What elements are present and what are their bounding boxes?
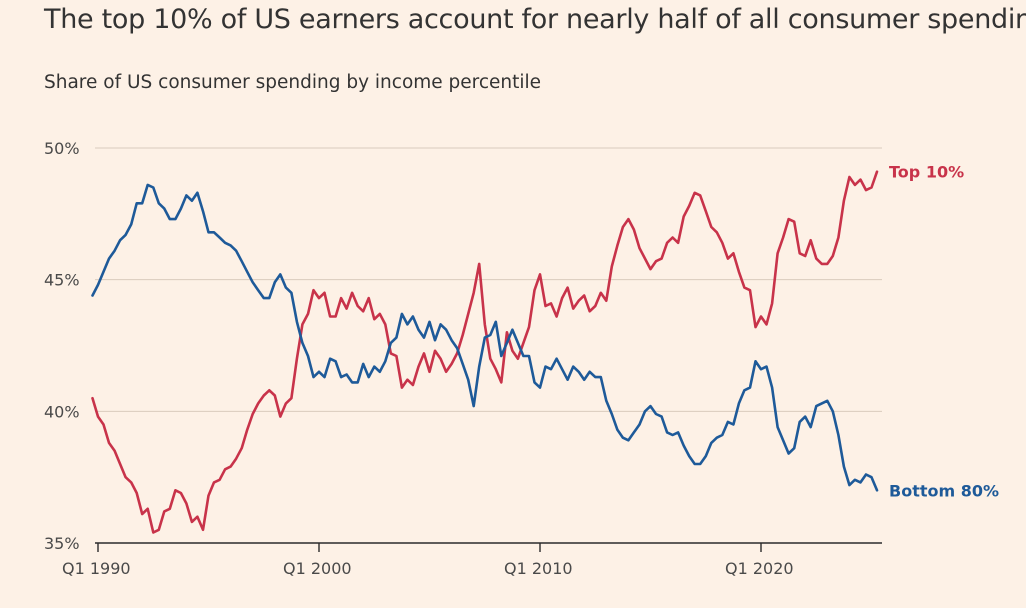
x-tick-label: Q1 2000	[283, 559, 352, 578]
x-tick-label: Q1 2010	[504, 559, 573, 578]
y-tick-label: 35%	[44, 534, 80, 553]
y-tick-label: 40%	[44, 402, 80, 421]
y-axis-ticks: 50% 45% 40% 35%	[44, 139, 80, 553]
x-tick-label: Q1 1990	[62, 559, 131, 578]
series-line-top-10	[91, 170, 879, 534]
y-tick-label: 50%	[44, 139, 80, 158]
chart-subtitle: Share of US consumer spending by income …	[44, 72, 542, 93]
chart-title: The top 10% of US earners account for ne…	[44, 4, 1026, 35]
series-label-bottom-80: Bottom 80%	[889, 481, 999, 500]
series-labels: Top 10% Bottom 80%	[889, 163, 999, 501]
series-line-bottom-80	[91, 183, 879, 492]
series-lines	[91, 170, 879, 534]
y-tick-label: 45%	[44, 271, 80, 290]
gridlines	[95, 147, 882, 544]
x-tick-label: Q1 2020	[725, 559, 794, 578]
series-label-top-10: Top 10%	[889, 163, 964, 182]
x-axis-ticks: Q1 1990 Q1 2000 Q1 2010 Q1 2020	[62, 543, 794, 578]
